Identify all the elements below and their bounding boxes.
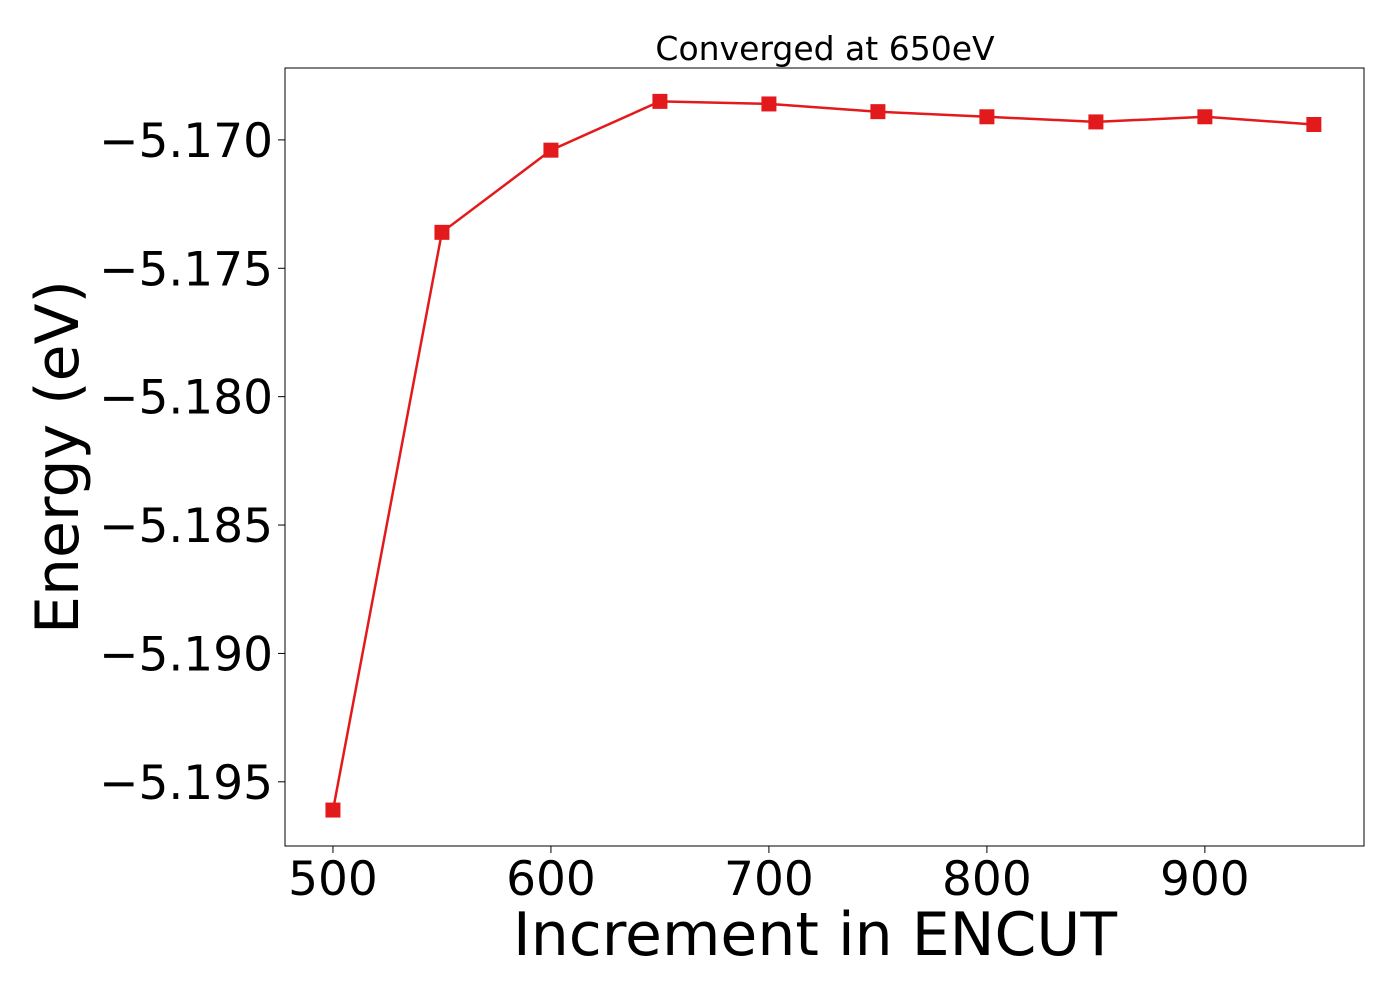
y-axis-ticks: −5.170 −5.175 −5.180 −5.185 −5.190 −5.195	[99, 114, 285, 811]
data-point-marker	[979, 109, 995, 125]
x-tick-label: 900	[1160, 852, 1250, 907]
data-point-marker	[1088, 114, 1104, 130]
x-tick-label: 600	[506, 852, 596, 907]
data-point-marker	[434, 224, 450, 240]
x-axis-label: Increment in ENCUT	[513, 900, 1117, 970]
y-tick-label: −5.180	[99, 371, 273, 426]
data-point-marker	[325, 802, 341, 818]
data-point-marker	[543, 142, 559, 158]
y-tick-label: −5.185	[99, 499, 273, 554]
chart-title: Converged at 650eV	[655, 29, 995, 68]
y-tick-label: −5.195	[99, 756, 273, 811]
data-point-marker	[1306, 116, 1322, 132]
x-axis-ticks: 500 600 700 800 900	[288, 846, 1250, 907]
y-tick-label: −5.170	[99, 114, 273, 169]
x-tick-label: 500	[288, 852, 378, 907]
data-point-marker	[652, 93, 668, 109]
data-point-marker	[761, 96, 777, 112]
series-layer	[325, 93, 1322, 818]
x-tick-label: 700	[724, 852, 814, 907]
y-tick-label: −5.190	[99, 627, 273, 682]
y-tick-label: −5.175	[99, 242, 273, 297]
series-line	[331, 100, 1314, 811]
plot-area-frame	[284, 67, 1365, 847]
y-axis-label: Energy (eV)	[23, 280, 93, 634]
data-point-marker	[1197, 109, 1213, 125]
x-tick-label: 800	[942, 852, 1032, 907]
data-point-marker	[870, 104, 886, 120]
